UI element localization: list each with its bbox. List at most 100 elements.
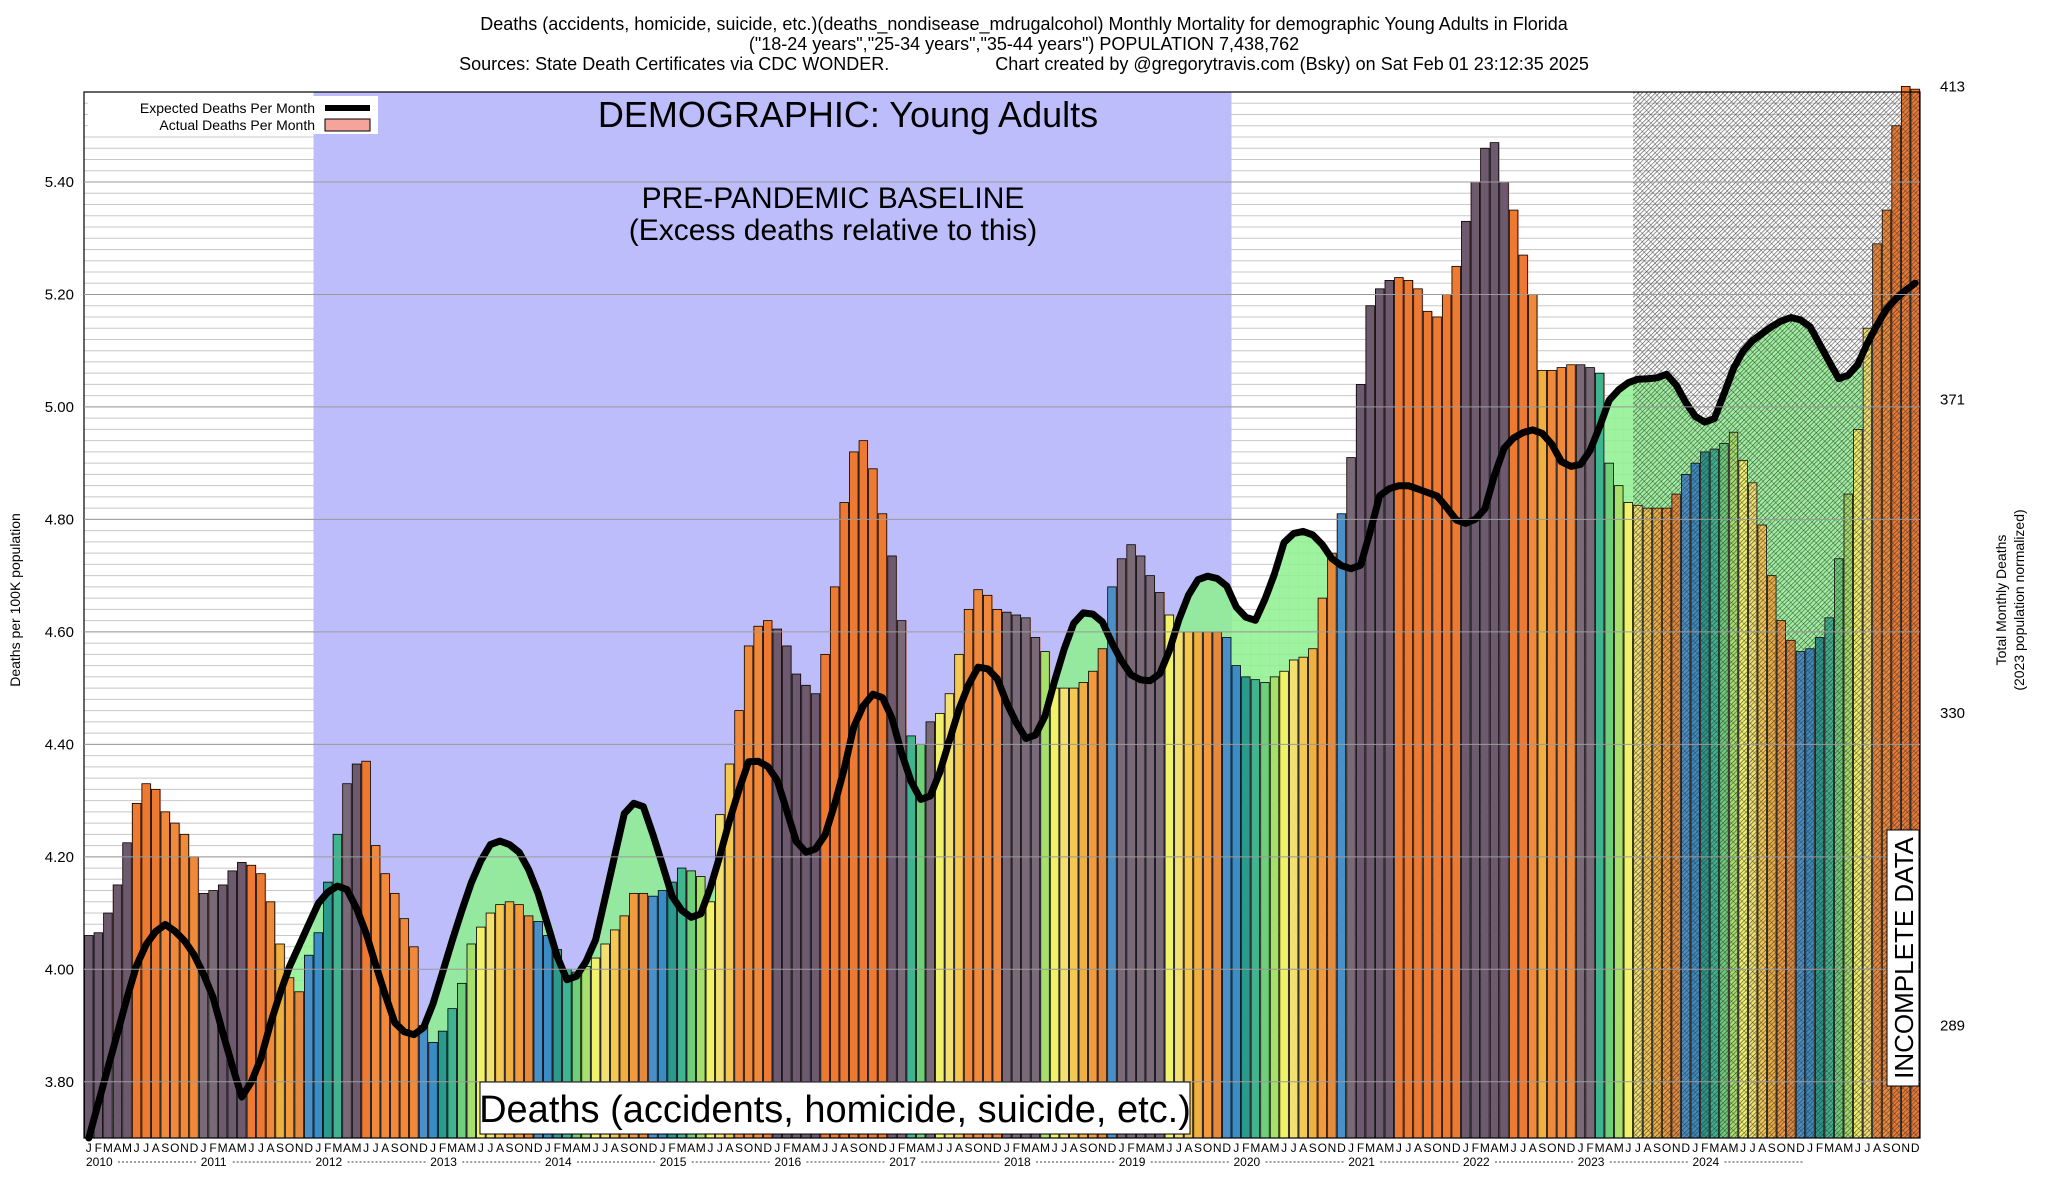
month-label: J xyxy=(1233,1141,1239,1155)
excess-fill-segment xyxy=(600,897,611,944)
month-label: N xyxy=(1328,1141,1337,1155)
month-label: S xyxy=(1194,1141,1202,1155)
actual-bar xyxy=(1365,305,1375,1139)
month-label: M xyxy=(811,1141,821,1155)
y-tick-label: 5.20 xyxy=(45,286,74,303)
actual-bar xyxy=(84,935,94,1139)
month-label: J xyxy=(1119,1141,1125,1155)
month-label: M xyxy=(1136,1141,1146,1155)
actual-bar xyxy=(1384,279,1394,1139)
month-label: J xyxy=(1281,1141,1287,1155)
month-label: O xyxy=(744,1141,753,1155)
month-label: M xyxy=(1384,1141,1394,1155)
year-label: 2010 xyxy=(86,1155,113,1169)
actual-bar xyxy=(342,783,352,1139)
month-label: J xyxy=(1578,1141,1584,1155)
actual-bar xyxy=(227,870,237,1139)
month-label: A xyxy=(113,1141,121,1155)
month-label: J xyxy=(1692,1141,1698,1155)
month-label: A xyxy=(1031,1141,1039,1155)
month-label: A xyxy=(1376,1141,1384,1155)
month-label: A xyxy=(1414,1141,1422,1155)
month-label: F xyxy=(1586,1141,1593,1155)
month-label: J xyxy=(258,1141,264,1155)
year-label: 2020 xyxy=(1234,1155,1261,1169)
actual-bar xyxy=(1269,676,1280,1139)
actual-bar xyxy=(1327,552,1337,1139)
legend-expected-label: Expected Deaths Per Month xyxy=(140,100,315,116)
month-label: J xyxy=(248,1141,254,1155)
year-label: 2011 xyxy=(201,1155,227,1169)
actual-bar xyxy=(1231,665,1241,1139)
month-label: J xyxy=(1511,1141,1517,1155)
y-tick-label: 4.40 xyxy=(45,736,74,753)
month-label: J xyxy=(1625,1141,1631,1155)
excess-fill-segment xyxy=(437,972,448,1032)
excess-fill-segment xyxy=(1623,382,1634,503)
actual-bar xyxy=(409,946,419,1139)
actual-bar xyxy=(1480,147,1490,1139)
actual-bar xyxy=(1518,254,1528,1139)
right-tick-label: 371 xyxy=(1940,392,1965,409)
month-label: F xyxy=(1472,1141,1479,1155)
excess-fill-segment xyxy=(1097,622,1108,649)
month-label: S xyxy=(161,1141,169,1155)
year-label: 2022 xyxy=(1463,1155,1490,1169)
actual-bar xyxy=(1556,367,1567,1139)
actual-bar xyxy=(1432,316,1442,1139)
month-label: O xyxy=(973,1141,982,1155)
actual-bar xyxy=(1528,294,1538,1139)
actual-bar xyxy=(753,625,763,1139)
actual-bar xyxy=(782,645,792,1139)
month-label: S xyxy=(1309,1141,1317,1155)
month-label: M xyxy=(447,1141,457,1155)
actual-bar xyxy=(447,1008,457,1139)
y-tick-label: 4.00 xyxy=(45,961,74,978)
actual-bar xyxy=(1030,637,1041,1139)
month-label: J xyxy=(889,1141,895,1155)
month-label: F xyxy=(1013,1141,1020,1155)
actual-bar xyxy=(1422,310,1433,1139)
year-label: 2013 xyxy=(430,1155,457,1169)
incomplete-label: INCOMPLETE DATA xyxy=(1889,836,1919,1078)
baseline-label-1: PRE-PANDEMIC BASELINE xyxy=(642,182,1025,215)
actual-bar xyxy=(1164,614,1175,1139)
actual-bar xyxy=(906,735,916,1139)
excess-fill-segment xyxy=(533,893,544,922)
legend: Expected Deaths Per Month Actual Deaths … xyxy=(88,96,378,134)
excess-fill-segment xyxy=(609,855,620,930)
excess-fill-segment xyxy=(648,834,659,897)
actual-bar xyxy=(1585,367,1595,1139)
actual-bar xyxy=(1547,369,1557,1139)
actual-bar xyxy=(1308,648,1318,1139)
excess-fill-segment xyxy=(1614,389,1625,486)
month-label: M xyxy=(1480,1141,1490,1155)
month-label: M xyxy=(466,1141,476,1155)
excess-fill-segment xyxy=(447,940,458,1009)
excess-fill-segment xyxy=(1604,400,1615,464)
actual-bar xyxy=(466,943,476,1139)
bottom-label-box xyxy=(479,1081,1191,1135)
actual-bar xyxy=(151,788,161,1139)
month-label: A xyxy=(840,1141,848,1155)
month-label: J xyxy=(134,1141,140,1155)
month-label: A xyxy=(572,1141,580,1155)
month-label: N xyxy=(410,1141,419,1155)
actual-bar xyxy=(275,943,285,1139)
excess-fill-segment xyxy=(1193,579,1204,632)
actual-bar xyxy=(1193,631,1203,1139)
month-label: D xyxy=(1108,1141,1117,1155)
actual-bar xyxy=(849,451,859,1139)
month-label: D xyxy=(878,1141,887,1155)
month-label: A xyxy=(917,1141,925,1155)
right-tick-label: 330 xyxy=(1940,705,1965,722)
month-label: N xyxy=(983,1141,992,1155)
month-label: D xyxy=(649,1141,658,1155)
actual-bar xyxy=(858,440,869,1139)
actual-bar xyxy=(1317,597,1328,1139)
month-label: N xyxy=(180,1141,189,1155)
month-label: A xyxy=(955,1141,963,1155)
month-label: N xyxy=(1213,1141,1222,1155)
month-label: A xyxy=(1529,1141,1537,1155)
actual-bar xyxy=(1069,687,1079,1139)
